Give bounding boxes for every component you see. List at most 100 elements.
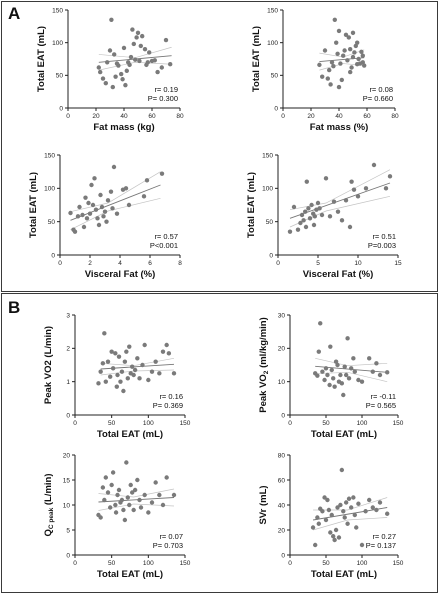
data-point [115,492,120,498]
x-tick-label: 4 [118,260,122,267]
x-tick-label: 0 [288,560,292,567]
data-point [133,57,138,62]
stat-r: r= 0.16 [159,392,183,401]
data-point [138,43,143,49]
data-point [103,80,109,86]
data-point [110,84,116,90]
data-point [86,200,91,206]
data-point [149,500,155,505]
data-point [345,58,350,63]
data-point [313,542,318,548]
data-point [343,500,349,505]
data-point [320,369,325,374]
x-tick-label: 100 [143,420,154,427]
y-tick-label: 10 [63,502,71,509]
x-tick-label: 150 [393,560,404,567]
data-point [295,227,301,232]
data-point [90,202,96,208]
data-point [75,214,81,219]
data-point [338,502,343,508]
data-point [83,195,88,200]
ci-upper-line [289,169,391,211]
y-tick-label: 15 [63,477,71,484]
data-point [135,356,140,361]
data-point [125,376,130,381]
data-point [72,229,78,234]
data-point [171,371,177,376]
data-point [335,505,340,510]
x-axis-title: Total EAT (mL) [311,429,377,440]
data-point [110,366,116,371]
y-tick-label: 3 [66,312,70,319]
data-point [127,344,132,349]
data-point [101,214,106,219]
data-point [341,53,346,58]
data-point [325,76,330,81]
data-point [102,497,107,503]
data-point [105,198,111,203]
data-point [385,370,390,375]
data-point [298,220,303,226]
data-point [332,537,337,543]
data-point [109,482,114,488]
data-point [93,207,99,212]
data-point [109,349,114,354]
data-point [371,162,377,168]
x-axis-title: Total EAT (mL) [311,569,377,580]
stat-p: P= 0.369 [153,401,183,410]
panel-a [1,1,438,292]
data-point [363,186,369,191]
x-tick-label: 8 [178,260,182,267]
ci-upper-line [315,357,388,367]
y-tick-label: 0 [66,412,70,419]
data-point [168,62,173,67]
y-tick-label: 20 [63,452,71,459]
data-point [113,510,119,515]
data-point [113,351,118,356]
data-point [92,176,97,181]
data-point [310,525,316,530]
x-tick-label: 6 [148,260,152,267]
data-point [112,52,117,57]
data-point [325,497,330,503]
data-point [98,192,103,198]
data-point [123,186,129,191]
data-point [336,28,342,34]
data-point [107,48,113,53]
x-tick-label: 15 [394,260,402,267]
x-tick-label: 150 [180,420,191,427]
panel-b [1,293,438,593]
data-point [306,206,311,211]
data-point [105,359,111,364]
x-tick-label: 0 [58,260,62,267]
data-point [99,204,105,210]
data-point [331,63,336,69]
data-point [119,497,125,503]
data-point [338,372,343,378]
data-point [343,198,349,203]
data-point [338,61,343,66]
stat-r: r= -0.11 [371,392,397,401]
data-point [342,364,347,369]
data-point [332,384,337,389]
data-point [356,56,361,62]
y-tick-label: 50 [266,219,274,226]
data-point [130,27,135,32]
y-tick-label: 20 [278,527,286,534]
data-point [124,460,129,465]
x-tick-label: 0 [73,420,77,427]
data-point [349,179,354,184]
data-point [110,470,116,475]
data-point [116,63,121,68]
data-point [335,51,340,56]
data-point [135,477,140,483]
x-tick-label: 50 [108,560,116,567]
data-point [155,69,160,75]
data-point [359,49,364,55]
stat-p: P= 0.300 [148,94,178,103]
data-point [149,369,155,374]
data-point [351,187,357,192]
y-tick-label: 150 [267,7,278,14]
data-point [328,82,333,87]
